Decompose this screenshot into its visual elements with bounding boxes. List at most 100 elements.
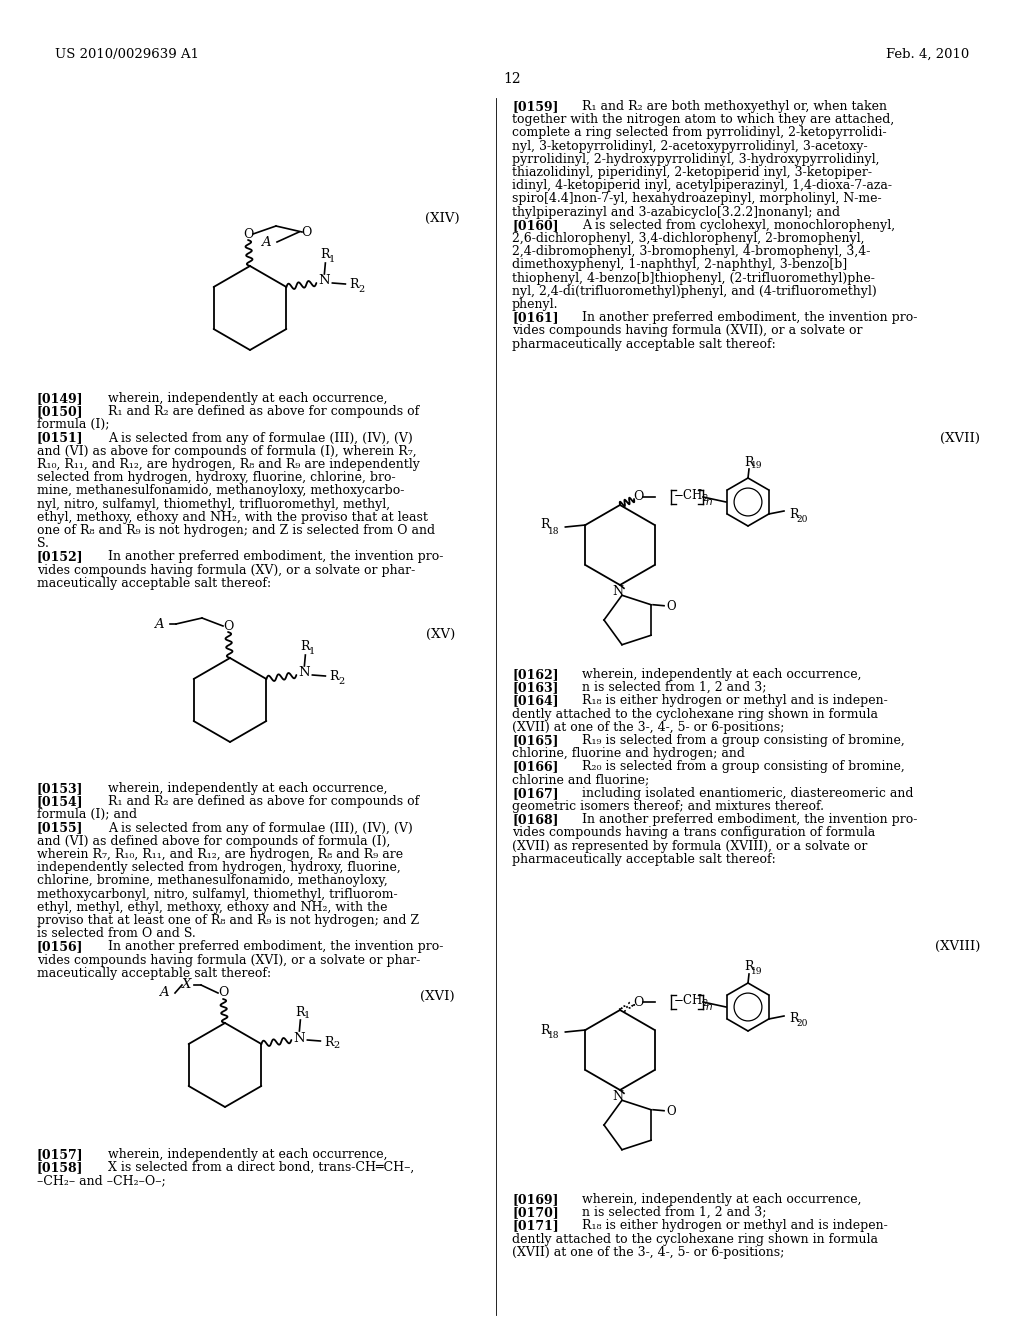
Text: [0153]: [0153] bbox=[37, 781, 84, 795]
Text: (XIV): (XIV) bbox=[425, 213, 460, 224]
Text: (XVIII): (XVIII) bbox=[935, 940, 980, 953]
Text: n is selected from 1, 2 and 3;: n is selected from 1, 2 and 3; bbox=[582, 1206, 767, 1220]
Text: complete a ring selected from pyrrolidinyl, 2-ketopyrrolidi-: complete a ring selected from pyrrolidin… bbox=[512, 127, 887, 140]
Text: N: N bbox=[612, 585, 624, 598]
Text: A: A bbox=[159, 986, 169, 999]
Text: [0166]: [0166] bbox=[512, 760, 558, 774]
Text: 2,4-dibromophenyl, 3-bromophenyl, 4-bromophenyl, 3,4-: 2,4-dibromophenyl, 3-bromophenyl, 4-brom… bbox=[512, 246, 870, 259]
Text: N: N bbox=[294, 1031, 305, 1044]
Text: [0162]: [0162] bbox=[512, 668, 559, 681]
Text: wherein, independently at each occurrence,: wherein, independently at each occurrenc… bbox=[108, 1148, 387, 1162]
Text: ethyl, methyl, ethyl, methoxy, ethoxy and NH₂, with the: ethyl, methyl, ethyl, methoxy, ethoxy an… bbox=[37, 900, 387, 913]
Text: wherein, independently at each occurrence,: wherein, independently at each occurrenc… bbox=[582, 668, 861, 681]
Text: N: N bbox=[299, 667, 310, 680]
Text: R₂₀ is selected from a group consisting of bromine,: R₂₀ is selected from a group consisting … bbox=[582, 760, 905, 774]
Text: is selected from O and S.: is selected from O and S. bbox=[37, 927, 196, 940]
Text: maceutically acceptable salt thereof:: maceutically acceptable salt thereof: bbox=[37, 966, 271, 979]
Text: formula (I);: formula (I); bbox=[37, 418, 110, 432]
Text: thylpiperazinyl and 3-azabicyclo[3.2.2]nonanyl; and: thylpiperazinyl and 3-azabicyclo[3.2.2]n… bbox=[512, 206, 840, 219]
Text: dently attached to the cyclohexane ring shown in formula: dently attached to the cyclohexane ring … bbox=[512, 1233, 878, 1246]
Text: [0163]: [0163] bbox=[512, 681, 558, 694]
Text: R₁₀, R₁₁, and R₁₂, are hydrogen, R₈ and R₉ are independently: R₁₀, R₁₁, and R₁₂, are hydrogen, R₈ and … bbox=[37, 458, 420, 471]
Text: [0158]: [0158] bbox=[37, 1162, 84, 1175]
Text: 19: 19 bbox=[752, 462, 763, 470]
Text: A is selected from cyclohexyl, monochlorophenyl,: A is selected from cyclohexyl, monochlor… bbox=[582, 219, 895, 232]
Text: R: R bbox=[790, 507, 799, 520]
Text: R: R bbox=[325, 1035, 334, 1048]
Text: A is selected from any of formulae (III), (IV), (V): A is selected from any of formulae (III)… bbox=[108, 432, 413, 445]
Text: N: N bbox=[318, 275, 330, 288]
Text: [0167]: [0167] bbox=[512, 787, 559, 800]
Text: [0165]: [0165] bbox=[512, 734, 558, 747]
Text: In another preferred embodiment, the invention pro-: In another preferred embodiment, the inv… bbox=[108, 550, 443, 564]
Text: 12: 12 bbox=[503, 73, 521, 86]
Text: 18: 18 bbox=[548, 1031, 559, 1040]
Text: vides compounds having a trans configuration of formula: vides compounds having a trans configura… bbox=[512, 826, 876, 840]
Text: 2,6-dichlorophenyl, 3,4-dichlorophenyl, 2-bromophenyl,: 2,6-dichlorophenyl, 3,4-dichlorophenyl, … bbox=[512, 232, 864, 246]
Text: mine, methanesulfonamido, methanoyloxy, methoxycarbo-: mine, methanesulfonamido, methanoyloxy, … bbox=[37, 484, 404, 498]
Text: phenyl.: phenyl. bbox=[512, 298, 558, 312]
Text: thiophenyl, 4-benzo[b]thiophenyl, (2-trifluoromethyl)phe-: thiophenyl, 4-benzo[b]thiophenyl, (2-tri… bbox=[512, 272, 874, 285]
Text: pyrrolidinyl, 2-hydroxypyrrolidinyl, 3-hydroxypyrrolidinyl,: pyrrolidinyl, 2-hydroxypyrrolidinyl, 3-h… bbox=[512, 153, 880, 166]
Text: and (VI) as above for compounds of formula (I), wherein R₇,: and (VI) as above for compounds of formu… bbox=[37, 445, 417, 458]
Text: R₁ and R₂ are both methoxyethyl or, when taken: R₁ and R₂ are both methoxyethyl or, when… bbox=[582, 100, 887, 114]
Text: and (VI) as defined above for compounds of formula (I),: and (VI) as defined above for compounds … bbox=[37, 834, 390, 847]
Text: pharmaceutically acceptable salt thereof:: pharmaceutically acceptable salt thereof… bbox=[512, 338, 776, 351]
Text: [0169]: [0169] bbox=[512, 1193, 558, 1206]
Text: spiro[4.4]non-7-yl, hexahydroazepinyl, morpholinyl, N-me-: spiro[4.4]non-7-yl, hexahydroazepinyl, m… bbox=[512, 193, 882, 206]
Text: vides compounds having formula (XVII), or a solvate or: vides compounds having formula (XVII), o… bbox=[512, 325, 862, 338]
Text: [0155]: [0155] bbox=[37, 821, 84, 834]
Text: O: O bbox=[218, 986, 228, 999]
Text: maceutically acceptable salt thereof:: maceutically acceptable salt thereof: bbox=[37, 577, 271, 590]
Text: [0164]: [0164] bbox=[512, 694, 559, 708]
Text: In another preferred embodiment, the invention pro-: In another preferred embodiment, the inv… bbox=[582, 312, 918, 325]
Text: 1: 1 bbox=[304, 1011, 310, 1020]
Text: [0170]: [0170] bbox=[512, 1206, 559, 1220]
Text: proviso that at least one of R₈ and R₉ is not hydrogen; and Z: proviso that at least one of R₈ and R₉ i… bbox=[37, 913, 419, 927]
Text: 20: 20 bbox=[797, 1019, 808, 1028]
Text: pharmaceutically acceptable salt thereof:: pharmaceutically acceptable salt thereof… bbox=[512, 853, 776, 866]
Text: A is selected from any of formulae (III), (IV), (V): A is selected from any of formulae (III)… bbox=[108, 821, 413, 834]
Text: (XV): (XV) bbox=[426, 628, 455, 642]
Text: thiazolidinyl, piperidinyl, 2-ketopiperid inyl, 3-ketopiper-: thiazolidinyl, piperidinyl, 2-ketopiperi… bbox=[512, 166, 872, 180]
Text: methoxycarbonyl, nitro, sulfamyl, thiomethyl, trifluorom-: methoxycarbonyl, nitro, sulfamyl, thiome… bbox=[37, 887, 397, 900]
Text: R: R bbox=[296, 1006, 305, 1019]
Text: O: O bbox=[667, 601, 676, 614]
Text: [0171]: [0171] bbox=[512, 1220, 559, 1233]
Text: (XVII) at one of the 3-, 4-, 5- or 6-positions;: (XVII) at one of the 3-, 4-, 5- or 6-pos… bbox=[512, 1246, 784, 1259]
Text: including isolated enantiomeric, diastereomeric and: including isolated enantiomeric, diaster… bbox=[582, 787, 913, 800]
Text: X: X bbox=[182, 978, 191, 991]
Text: (XVII) as represented by formula (XVIII), or a solvate or: (XVII) as represented by formula (XVIII)… bbox=[512, 840, 867, 853]
Text: R: R bbox=[330, 671, 339, 684]
Text: 1: 1 bbox=[309, 647, 315, 656]
Text: O: O bbox=[633, 995, 643, 1008]
Text: A: A bbox=[155, 618, 164, 631]
Text: nyl, 3-ketopyrrolidinyl, 2-acetoxypyrrolidinyl, 3-acetoxy-: nyl, 3-ketopyrrolidinyl, 2-acetoxypyrrol… bbox=[512, 140, 867, 153]
Text: (XVII): (XVII) bbox=[940, 432, 980, 445]
Text: 2: 2 bbox=[338, 676, 344, 685]
Text: (XVII) at one of the 3-, 4-, 5- or 6-positions;: (XVII) at one of the 3-, 4-, 5- or 6-pos… bbox=[512, 721, 784, 734]
Text: R₁ and R₂ are defined as above for compounds of: R₁ and R₂ are defined as above for compo… bbox=[108, 795, 419, 808]
Text: R₁₈ is either hydrogen or methyl and is indepen-: R₁₈ is either hydrogen or methyl and is … bbox=[582, 694, 888, 708]
Text: chlorine, fluorine and hydrogen; and: chlorine, fluorine and hydrogen; and bbox=[512, 747, 745, 760]
Text: vides compounds having formula (XVI), or a solvate or phar-: vides compounds having formula (XVI), or… bbox=[37, 953, 420, 966]
Text: dently attached to the cyclohexane ring shown in formula: dently attached to the cyclohexane ring … bbox=[512, 708, 878, 721]
Text: R: R bbox=[541, 519, 550, 532]
Text: R₁₉ is selected from a group consisting of bromine,: R₁₉ is selected from a group consisting … bbox=[582, 734, 905, 747]
Text: 20: 20 bbox=[797, 515, 808, 524]
Text: [0168]: [0168] bbox=[512, 813, 558, 826]
Text: $-$CH$_2$: $-$CH$_2$ bbox=[673, 488, 709, 504]
Text: N: N bbox=[612, 1090, 624, 1102]
Text: chlorine, bromine, methanesulfonamido, methanoyloxy,: chlorine, bromine, methanesulfonamido, m… bbox=[37, 874, 388, 887]
Text: together with the nitrogen atom to which they are attached,: together with the nitrogen atom to which… bbox=[512, 114, 894, 127]
Text: (XVI): (XVI) bbox=[421, 990, 455, 1003]
Text: vides compounds having formula (XV), or a solvate or phar-: vides compounds having formula (XV), or … bbox=[37, 564, 416, 577]
Text: wherein, independently at each occurrence,: wherein, independently at each occurrenc… bbox=[108, 392, 387, 405]
Text: [0150]: [0150] bbox=[37, 405, 84, 418]
Text: R₁₈ is either hydrogen or methyl and is indepen-: R₁₈ is either hydrogen or methyl and is … bbox=[582, 1220, 888, 1233]
Text: geometric isomers thereof; and mixtures thereof.: geometric isomers thereof; and mixtures … bbox=[512, 800, 824, 813]
Text: [0159]: [0159] bbox=[512, 100, 558, 114]
Text: R: R bbox=[349, 279, 359, 292]
Text: selected from hydrogen, hydroxy, fluorine, chlorine, bro-: selected from hydrogen, hydroxy, fluorin… bbox=[37, 471, 395, 484]
Text: O: O bbox=[301, 226, 311, 239]
